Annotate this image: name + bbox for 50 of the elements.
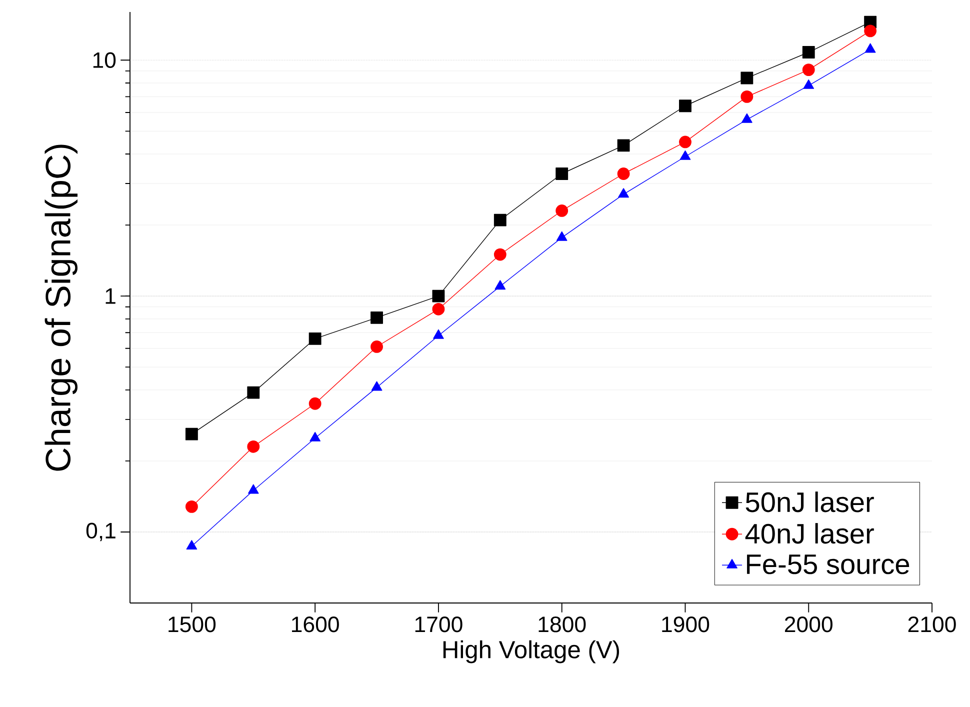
point xyxy=(370,311,383,324)
point xyxy=(432,302,445,316)
point xyxy=(494,248,506,261)
point xyxy=(248,484,259,494)
point xyxy=(742,113,752,123)
point xyxy=(679,136,692,148)
x-tick-label: 1700 xyxy=(415,616,462,632)
x-tick-label: 2100 xyxy=(908,616,956,632)
x-tick-label: 1900 xyxy=(662,616,710,632)
y-tick-label: 10 xyxy=(93,52,116,68)
x-tick-label: 1800 xyxy=(538,616,586,632)
point xyxy=(308,397,322,410)
point xyxy=(680,150,691,160)
point xyxy=(185,428,198,440)
point xyxy=(803,79,814,89)
point xyxy=(740,90,754,103)
point xyxy=(617,168,630,180)
x-axis-title: High Voltage (V) xyxy=(443,640,620,664)
x-tick-label: 1600 xyxy=(292,616,339,632)
point xyxy=(864,43,876,53)
legend-label: 50nJ laser xyxy=(746,492,874,512)
point xyxy=(864,24,877,38)
legend-label: 40nJ laser xyxy=(745,523,874,544)
point xyxy=(370,340,383,353)
point xyxy=(556,231,568,241)
point xyxy=(679,100,692,112)
point xyxy=(308,332,322,345)
point xyxy=(556,168,568,180)
point xyxy=(617,139,630,152)
point xyxy=(494,280,506,290)
x-tick-label: 1500 xyxy=(168,616,216,632)
point xyxy=(247,386,260,399)
point xyxy=(802,64,815,76)
point xyxy=(371,381,382,391)
x-tick-label: 2000 xyxy=(784,616,832,632)
y-axis-title: Charge of Signal(pC) xyxy=(44,144,78,471)
point xyxy=(802,46,815,58)
y-tick-label: 0,1 xyxy=(86,522,116,542)
y-tick-label: 1 xyxy=(106,288,116,304)
point xyxy=(433,329,444,339)
point xyxy=(432,290,445,302)
point xyxy=(556,204,568,217)
point xyxy=(186,540,198,550)
point xyxy=(494,214,506,226)
point xyxy=(618,188,629,198)
point xyxy=(310,432,321,442)
point xyxy=(185,500,198,513)
legend-label: Fe-55 source xyxy=(747,554,910,574)
point xyxy=(740,72,754,84)
point xyxy=(247,440,260,453)
